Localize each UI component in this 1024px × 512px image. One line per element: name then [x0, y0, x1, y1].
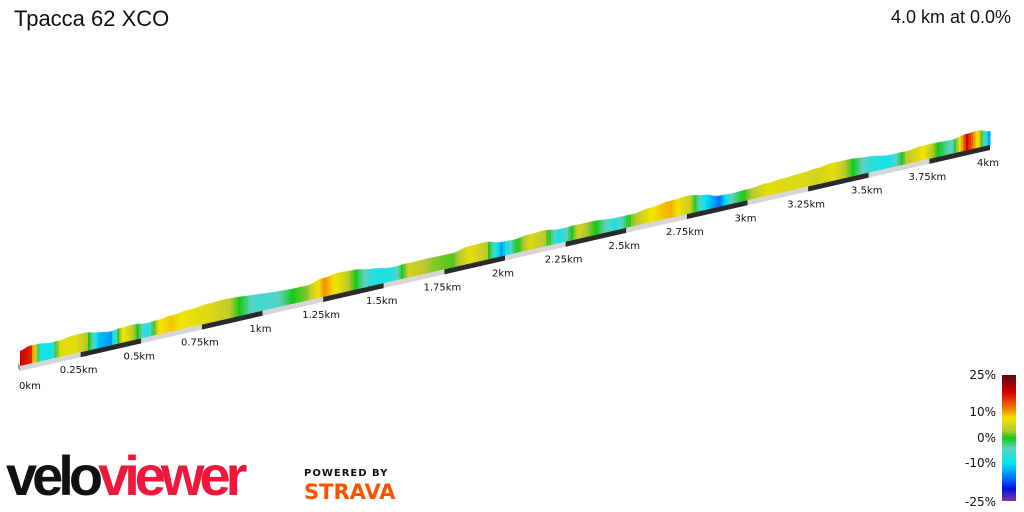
- baseline-segment: [868, 158, 930, 178]
- legend-label-10: 10%: [969, 405, 996, 419]
- baseline-segment: [201, 310, 263, 330]
- distance-tick-label: 2.25km: [545, 255, 583, 266]
- distance-tick-label: 2.75km: [666, 227, 704, 238]
- baseline-segment: [686, 200, 748, 220]
- legend-label-max: 25%: [969, 368, 996, 382]
- powered-by-label: POWERED BY: [304, 468, 389, 479]
- distance-tick-label: 0.75km: [181, 338, 219, 349]
- profile-surface: [19, 129, 991, 366]
- distance-tick-label: 3.75km: [908, 172, 946, 183]
- distance-tick-label: 1.5km: [366, 296, 397, 307]
- logo-viewer-text: viewer: [98, 444, 247, 507]
- distance-tick-label: 4km: [977, 158, 999, 169]
- baseline-segment: [323, 283, 384, 302]
- route-title: Трасса 62 XCO: [14, 6, 170, 31]
- legend-label-0: 0%: [976, 431, 996, 445]
- strava-logo[interactable]: STRAVA: [304, 480, 396, 504]
- baseline-segment: [747, 186, 809, 206]
- baseline-segment: [565, 227, 627, 247]
- baseline-segment: [80, 338, 142, 358]
- baseline-segment: [20, 352, 81, 371]
- distance-tick-label: 1.25km: [302, 310, 340, 321]
- distance-baseline: [18, 145, 990, 371]
- baseline-segment: [808, 172, 869, 192]
- distance-tick-label: 1.75km: [423, 282, 461, 293]
- legend-label-minus10: -10%: [964, 456, 996, 470]
- gradient-color-bar: [1002, 375, 1016, 501]
- logo-velo-text: velo: [6, 444, 103, 507]
- distance-tick-label: 1km: [250, 324, 272, 335]
- distance-tick-label: 3km: [735, 213, 757, 224]
- baseline-segment: [383, 269, 445, 289]
- baseline-segment: [262, 296, 324, 316]
- baseline-segment: [505, 241, 566, 261]
- baseline-segment: [626, 214, 687, 233]
- distance-axis: 0km 0.25km 0.5km 0.75km 1km 1.25km 1.5km 1.75km…: [19, 158, 999, 392]
- route-summary: 4.0 km at 0.0%: [890, 7, 1011, 27]
- distance-tick-label: 0km: [19, 381, 41, 392]
- legend-label-min: -25%: [964, 495, 996, 509]
- gradient-legend: 25% 10% 0% -10% -25%: [960, 368, 1024, 512]
- distance-tick-label: 2km: [492, 269, 514, 280]
- distance-tick-label: 3.5km: [851, 186, 882, 197]
- distance-tick-label: 3.25km: [787, 199, 825, 210]
- baseline-segment: [141, 324, 202, 344]
- baseline-segment: [929, 145, 990, 164]
- baseline-segment: [444, 255, 505, 275]
- distance-tick-label: 2.5km: [609, 241, 640, 252]
- distance-tick-label: 0.25km: [60, 365, 98, 376]
- distance-tick-label: 0.5km: [124, 351, 155, 362]
